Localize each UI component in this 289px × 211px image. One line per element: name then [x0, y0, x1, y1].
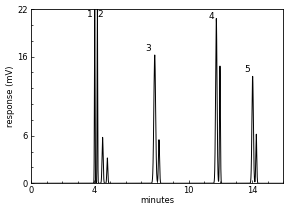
X-axis label: minutes: minutes	[140, 196, 174, 206]
Text: 5: 5	[244, 65, 250, 74]
Text: 3: 3	[146, 44, 151, 53]
Y-axis label: response (mV): response (mV)	[5, 65, 14, 127]
Text: 4: 4	[208, 12, 214, 21]
Text: 2: 2	[97, 9, 103, 19]
Text: 1: 1	[87, 9, 92, 19]
